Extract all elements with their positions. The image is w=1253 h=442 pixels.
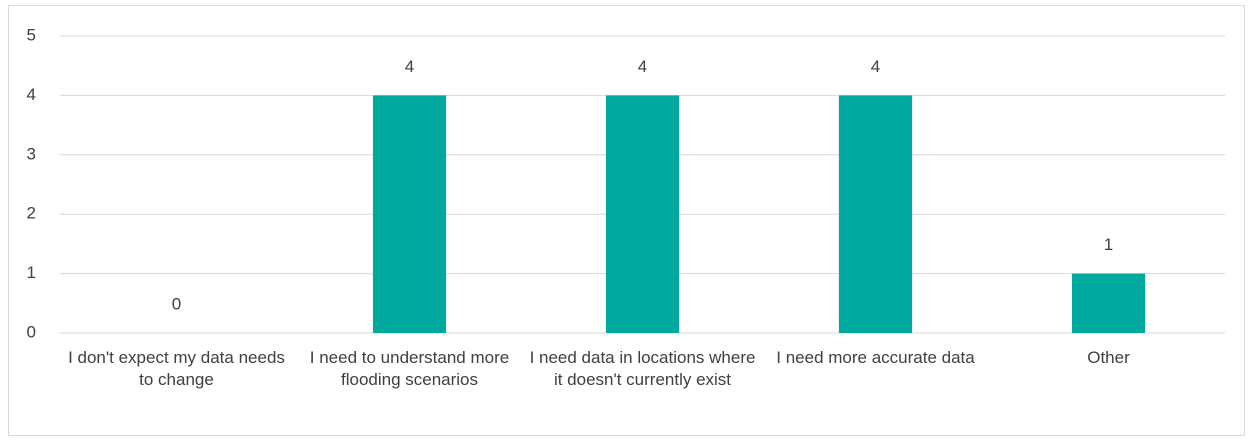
data-label: 4 (871, 57, 880, 76)
y-tick-label: 2 (27, 204, 36, 223)
x-tick-label: I don't expect my data needs to change (68, 348, 285, 389)
data-label: 0 (172, 294, 181, 313)
data-label: 1 (1104, 235, 1113, 254)
chart-border (8, 5, 1245, 436)
bar (1071, 273, 1146, 333)
y-tick-label: 1 (27, 263, 36, 282)
x-tick-label: I need data in locations where it doesn'… (529, 348, 756, 389)
data-label: 4 (405, 57, 414, 76)
y-tick-label: 5 (27, 25, 36, 44)
bar (838, 95, 913, 334)
bar (372, 95, 447, 334)
y-tick-label: 3 (27, 144, 36, 163)
x-tick-label: I need more accurate data (776, 348, 975, 367)
y-tick-label: 4 (27, 85, 36, 104)
data-label: 4 (638, 57, 647, 76)
bar (605, 95, 680, 334)
x-tick-label: Other (1087, 348, 1130, 367)
y-tick-label: 0 (27, 322, 36, 341)
x-tick-label: I need to understand more flooding scena… (309, 348, 510, 389)
